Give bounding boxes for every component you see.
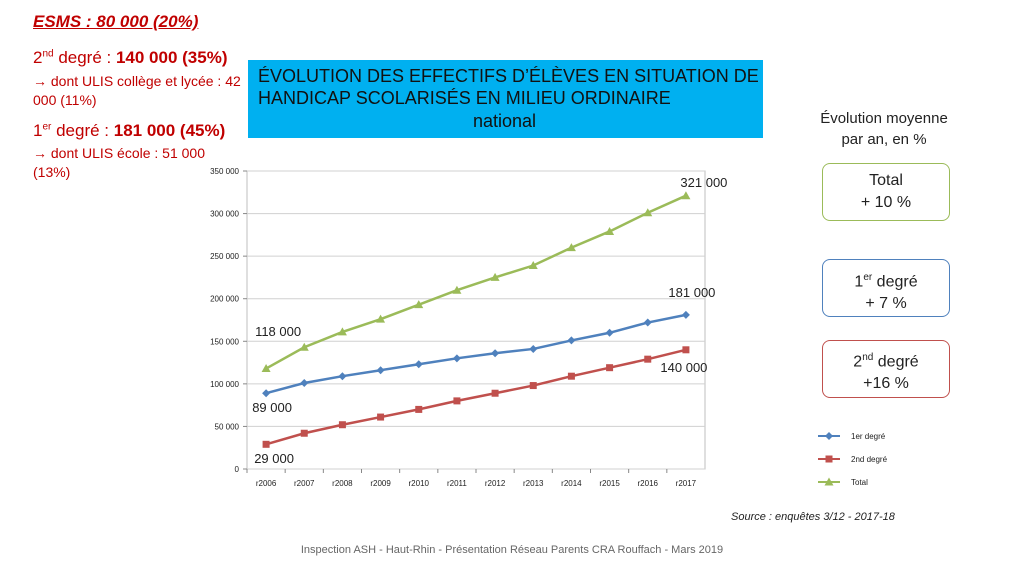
evolution-total-label: Total xyxy=(869,172,903,189)
x-tick-label: r2012 xyxy=(485,479,506,488)
data-point xyxy=(643,208,653,217)
x-tick-label: r2015 xyxy=(599,479,620,488)
x-tick-label: r2006 xyxy=(256,479,277,488)
series-line xyxy=(265,313,687,395)
y-tick-label: 0 xyxy=(235,465,240,474)
data-point xyxy=(567,372,575,380)
series-line xyxy=(265,348,687,446)
y-tick-label: 350 000 xyxy=(210,167,239,176)
evolution-second-label: 2nd degré xyxy=(853,352,919,371)
x-tick-label: r2007 xyxy=(294,479,315,488)
y-tick-label: 200 000 xyxy=(210,295,239,304)
evolution-heading-line-1: Évolution moyenne xyxy=(820,110,948,127)
data-point xyxy=(338,421,346,429)
data-label-second-end: 140 000 xyxy=(660,360,707,375)
data-point xyxy=(337,327,347,336)
second-degree-stat: 2nd degré : 140 000 (35%) xyxy=(33,48,228,67)
data-label-total-end: 321 000 xyxy=(680,175,727,190)
x-tick-label: r2014 xyxy=(561,479,582,488)
evolution-heading: Évolution moyenne par an, en % xyxy=(800,108,968,150)
y-tick-label: 150 000 xyxy=(210,337,239,346)
y-tick-label: 300 000 xyxy=(210,210,239,219)
data-point xyxy=(491,389,499,397)
evolution-second-value: +16 % xyxy=(863,375,909,393)
title-line-1: ÉVOLUTION DES EFFECTIFS D’ÉLÈVES EN SITU… xyxy=(258,66,759,86)
x-tick-label: r2013 xyxy=(523,479,544,488)
data-point xyxy=(376,314,386,323)
evolution-total-value: + 10 % xyxy=(860,194,912,211)
first-degree-ulis: → dont ULIS école : 51 000 (13%) xyxy=(33,145,205,180)
legend-label: 1er degré xyxy=(851,432,886,441)
data-point xyxy=(338,372,347,381)
data-point xyxy=(300,429,308,437)
plot-area xyxy=(246,170,706,470)
x-tick-label: r2010 xyxy=(409,479,430,488)
data-point xyxy=(414,360,423,369)
evolution-first-box: 1er degré + 7 % xyxy=(822,259,950,317)
title-line-2: HANDICAP SCOLARISÉS EN MILIEU ORDINAIRE xyxy=(258,88,671,108)
evolution-first-label: 1er degré xyxy=(854,272,918,291)
data-point xyxy=(529,382,537,390)
data-point xyxy=(682,346,690,354)
data-point xyxy=(681,310,690,319)
data-point xyxy=(262,389,271,398)
legend-marker xyxy=(824,477,834,486)
data-point xyxy=(376,366,385,375)
data-point xyxy=(300,379,309,388)
data-point xyxy=(681,191,691,200)
data-point xyxy=(605,226,615,235)
first-degree-stat: 1er degré : 181 000 (45%) xyxy=(33,121,226,140)
data-point xyxy=(415,405,423,413)
data-point xyxy=(567,336,576,345)
second-degree-ulis: → dont ULIS collège et lycée : 42 000 (1… xyxy=(33,73,241,108)
data-point xyxy=(299,342,309,351)
y-tick-label: 100 000 xyxy=(210,380,239,389)
data-point xyxy=(261,364,271,373)
esms-stat: ESMS : 80 000 (20%) xyxy=(33,12,199,31)
x-tick-label: r2008 xyxy=(332,479,353,488)
x-tick-label: r2011 xyxy=(447,479,467,488)
data-point xyxy=(262,440,270,448)
data-label-first-start: 89 000 xyxy=(252,400,292,415)
title-line-3: national xyxy=(473,111,537,131)
x-tick-label: r2009 xyxy=(370,479,391,488)
data-label-first-end: 181 000 xyxy=(668,285,715,300)
data-point xyxy=(529,344,538,353)
data-point xyxy=(605,328,614,337)
data-point xyxy=(453,397,461,405)
x-tick-label: r2017 xyxy=(676,479,697,488)
legend-label: Total xyxy=(851,478,868,487)
data-point xyxy=(643,318,652,327)
data-point xyxy=(414,300,424,309)
evolution-total-box: Total + 10 % xyxy=(822,163,950,221)
legend-marker xyxy=(825,455,833,463)
evolution-second-box: 2nd degré +16 % xyxy=(822,340,950,398)
data-point xyxy=(644,355,652,363)
data-point xyxy=(528,261,538,270)
data-label-total-start: 118 000 xyxy=(255,324,301,339)
data-point xyxy=(452,285,462,294)
evolution-heading-line-2: par an, en % xyxy=(841,131,927,148)
chart-title-box: ÉVOLUTION DES EFFECTIFS D’ÉLÈVES EN SITU… xyxy=(248,60,763,138)
data-label-second-start: 29 000 xyxy=(254,451,294,466)
data-point xyxy=(490,272,500,281)
data-point xyxy=(377,413,385,421)
series-line xyxy=(265,194,687,370)
data-point xyxy=(452,354,461,363)
legend-label: 2nd degré xyxy=(851,455,888,464)
source-note: Source : enquêtes 3/12 - 2017-18 xyxy=(731,511,895,523)
evolution-first-value: + 7 % xyxy=(865,295,907,313)
x-tick-label: r2016 xyxy=(638,479,659,488)
data-point xyxy=(491,349,500,358)
legend-marker xyxy=(825,432,833,440)
data-point xyxy=(606,364,614,372)
y-tick-label: 50 000 xyxy=(215,422,240,431)
data-point xyxy=(566,243,576,252)
y-tick-label: 250 000 xyxy=(210,252,239,261)
footer: Inspection ASH - Haut-Rhin - Présentatio… xyxy=(300,544,724,556)
